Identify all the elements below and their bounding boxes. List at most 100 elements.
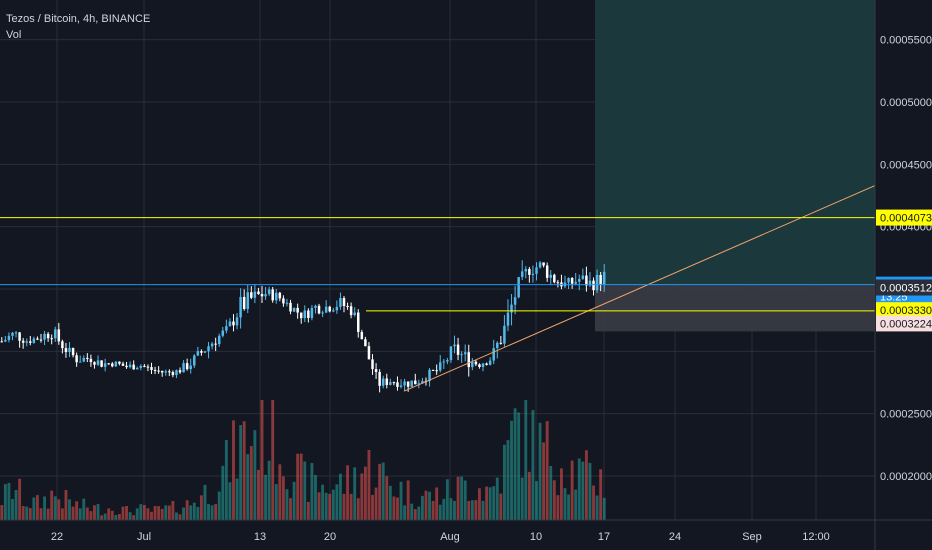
candle-body <box>485 363 488 365</box>
candle-body <box>214 343 217 345</box>
volume-bar <box>599 469 603 520</box>
volume-bar <box>121 506 125 520</box>
volume-bar <box>260 400 264 520</box>
candle-body <box>520 271 524 278</box>
drawings <box>366 185 876 392</box>
position-zones <box>595 0 875 332</box>
candle-body <box>203 351 207 353</box>
candle-body <box>299 312 303 319</box>
volume-bar <box>21 506 25 520</box>
volume-bar <box>75 501 79 520</box>
candle-body <box>517 277 520 298</box>
candle-body <box>478 364 481 367</box>
volume-bar <box>267 460 271 520</box>
candle-body <box>193 355 196 366</box>
candle-body <box>421 380 424 384</box>
candle-body <box>556 282 560 284</box>
candle-body <box>346 305 349 307</box>
volume-bar <box>175 512 178 520</box>
volume-bar <box>495 477 499 520</box>
volume-bar <box>442 498 446 520</box>
volume-bar <box>178 514 182 520</box>
candle-body <box>100 360 103 367</box>
candle-body <box>75 355 78 363</box>
candle-body <box>7 335 11 340</box>
volume-bar <box>581 461 585 520</box>
candle-body <box>406 381 410 387</box>
candle-body <box>103 363 107 367</box>
candle-body <box>303 310 307 319</box>
volume-bar <box>43 496 46 520</box>
volume-bar <box>68 499 71 520</box>
volume-bar <box>517 412 521 520</box>
x-tick-label: 10 <box>530 531 542 543</box>
x-tick-label: 20 <box>324 531 336 543</box>
candle-body <box>71 347 75 356</box>
y-tick-label: 0.0005500 <box>880 35 932 47</box>
candle-body <box>292 307 296 312</box>
volume-bar <box>93 505 96 520</box>
candle-body <box>446 360 449 362</box>
candle-body <box>342 298 346 306</box>
y-tick-label: 0.0005000 <box>880 97 932 109</box>
candle-body <box>43 333 46 340</box>
volume-bar <box>46 508 50 520</box>
volume-bar <box>189 505 193 520</box>
candle-body <box>36 338 39 340</box>
volume-bar <box>139 504 143 520</box>
volume-bar <box>406 480 410 520</box>
volume-bar <box>32 497 36 520</box>
candle-body <box>538 262 542 268</box>
candle-body <box>267 289 271 295</box>
volume-bar <box>36 495 39 520</box>
candle-body <box>542 262 545 266</box>
candle-body <box>4 339 7 342</box>
volume-bar <box>303 461 307 520</box>
volume-bar <box>103 513 107 520</box>
candle-body <box>185 363 189 370</box>
candle-body <box>164 371 168 373</box>
volume-bar <box>324 492 328 520</box>
candle-body <box>296 307 299 313</box>
volume-bar <box>114 515 118 520</box>
volume-bar <box>510 420 513 520</box>
candle-body <box>228 321 232 327</box>
candle-body <box>217 335 221 345</box>
candles <box>0 260 606 393</box>
volume-bar <box>592 485 595 520</box>
volume-bar <box>460 476 464 520</box>
volume-indicator-label[interactable]: Vol <box>6 29 22 41</box>
volume-bar <box>128 512 132 520</box>
candle-body <box>0 341 4 343</box>
volume-bar <box>339 473 342 520</box>
volume-bar <box>125 506 128 520</box>
x-axis[interactable]: 22 Jul 13 20 Aug 10 17 24 Sep 12:00 <box>0 519 932 543</box>
symbol-title[interactable]: Tezos / Bitcoin, 4h, BINANCE <box>6 13 151 25</box>
volume-bar <box>25 506 29 520</box>
volume-bar <box>257 469 260 520</box>
candle-body <box>285 302 289 304</box>
candle-body <box>310 307 314 318</box>
volume-bar <box>331 489 335 520</box>
candle-body <box>29 341 32 343</box>
volume-bar <box>7 482 11 520</box>
candle-body <box>21 340 25 343</box>
volume-bar <box>367 449 371 520</box>
candle-body <box>602 271 606 285</box>
candle-body <box>481 363 485 367</box>
candle-body <box>389 382 392 385</box>
candle-body <box>128 364 132 368</box>
volume-bar <box>50 490 54 520</box>
chart-legend[interactable]: Tezos / Bitcoin, 4h, BINANCE Vol <box>6 11 150 43</box>
volume-bar <box>135 508 139 520</box>
candle-body <box>332 310 335 312</box>
volume-bar <box>289 498 292 520</box>
y-axis[interactable]: 0.00055000.00050000.00045000.00040000.00… <box>874 0 932 550</box>
candle-body <box>11 332 14 336</box>
volume-bar <box>150 511 153 520</box>
candle-body <box>182 363 185 373</box>
candle-body <box>403 381 406 386</box>
price-label-bg <box>876 209 932 226</box>
